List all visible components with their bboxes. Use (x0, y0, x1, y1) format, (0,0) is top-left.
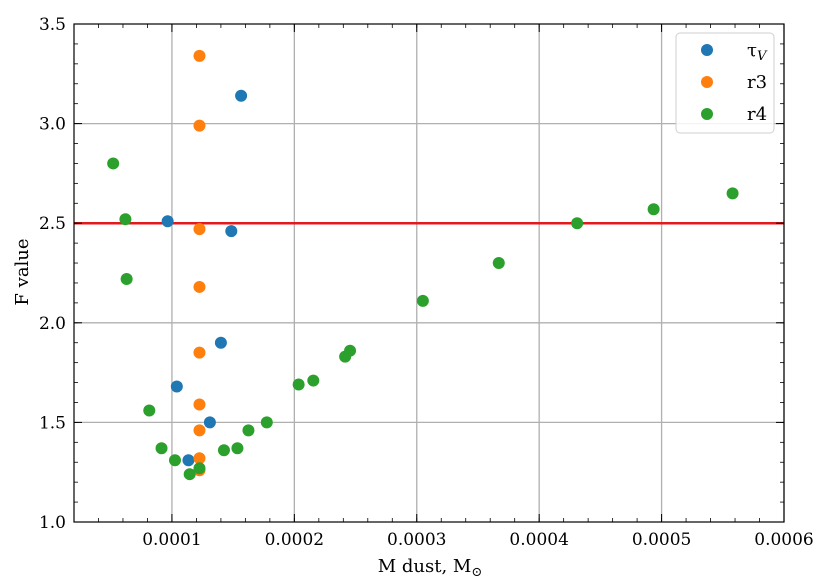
y-axis-label: F value (12, 238, 33, 305)
data-point-series-1 (193, 424, 206, 437)
data-point-series-1 (193, 223, 206, 236)
data-point-series-2 (416, 294, 429, 307)
data-point-series-2 (168, 454, 181, 467)
legend: τV r3 r4 (675, 32, 775, 134)
data-point-series-2 (344, 344, 357, 357)
data-point-series-0 (161, 215, 174, 228)
x-tick-label: 0.0002 (265, 530, 324, 550)
data-point-series-2 (231, 442, 244, 455)
data-point-series-0 (225, 225, 238, 238)
x-tick-label: 0.0004 (509, 530, 568, 550)
data-point-series-2 (155, 442, 168, 455)
data-point-series-2 (647, 203, 660, 216)
data-point-series-2 (492, 257, 505, 270)
data-point-series-1 (193, 280, 206, 293)
data-point-series-2 (107, 157, 120, 170)
x-tick-label: 0.0001 (142, 530, 201, 550)
y-tick-label: 3.0 (39, 115, 66, 135)
data-point-series-1 (193, 398, 206, 411)
axis-ticks (73, 23, 785, 523)
data-point-series-1 (193, 119, 206, 132)
data-point-series-2 (260, 416, 273, 429)
data-point-series-2 (292, 378, 305, 391)
data-point-series-2 (193, 462, 206, 475)
data-point-series-2 (120, 272, 133, 285)
data-point-series-0 (214, 336, 227, 349)
legend-label: r3 (747, 72, 767, 93)
y-tick-label: 2.5 (39, 214, 66, 234)
y-tick-label: 2.0 (39, 314, 66, 334)
data-point-series-2 (242, 424, 255, 437)
data-point-series-0 (235, 89, 248, 102)
tick-labels: 0.0001 0.0002 0.0003 0.0004 0.0005 0.0006 1.0 1… (39, 15, 814, 550)
y-tick-label: 1.0 (39, 513, 66, 533)
y-tick-label: 1.5 (39, 413, 66, 433)
data-point-series-0 (203, 416, 216, 429)
data-point-series-1 (193, 49, 206, 62)
legend-label: τV (747, 40, 768, 64)
data-point-series-2 (119, 213, 132, 226)
data-point-series-0 (182, 454, 195, 467)
legend-marker (701, 76, 713, 88)
legend-marker (701, 44, 713, 56)
x-tick-label: 0.0006 (754, 530, 813, 550)
x-tick-label: 0.0005 (632, 530, 691, 550)
data-point-series-0 (170, 380, 183, 393)
legend-box (675, 32, 775, 134)
x-tick-label: 0.0003 (387, 530, 446, 550)
legend-marker (701, 108, 713, 120)
data-point-series-1 (193, 346, 206, 359)
y-tick-label: 3.5 (39, 15, 66, 35)
data-point-series-2 (726, 187, 739, 200)
data-point-series-2 (571, 217, 584, 230)
data-point-series-2 (183, 468, 196, 481)
data-point-series-1 (193, 452, 206, 465)
data-point-series-2 (217, 444, 230, 457)
x-axis-label: M dust, M⊙ (378, 556, 483, 580)
data-point-series-2 (307, 374, 320, 387)
data-points (107, 49, 739, 481)
data-point-series-2 (143, 404, 156, 417)
legend-label: r4 (747, 104, 767, 125)
x-axis-label-subscript: ⊙ (471, 565, 482, 580)
plot-frame (73, 23, 785, 523)
